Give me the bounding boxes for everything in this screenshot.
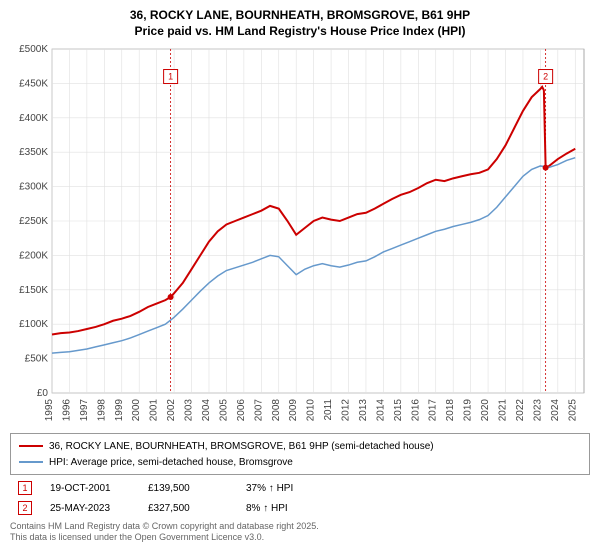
svg-text:2015: 2015 <box>393 399 404 422</box>
svg-text:2023: 2023 <box>532 399 543 422</box>
marker-date-2: 25-MAY-2023 <box>50 503 130 514</box>
legend-item-property: 36, ROCKY LANE, BOURNHEATH, BROMSGROVE, … <box>19 438 581 454</box>
svg-text:2019: 2019 <box>463 399 474 422</box>
svg-text:£500K: £500K <box>19 45 48 55</box>
svg-text:£450K: £450K <box>19 79 48 90</box>
svg-text:2018: 2018 <box>445 399 456 422</box>
chart-container: 36, ROCKY LANE, BOURNHEATH, BROMSGROVE, … <box>0 0 600 560</box>
legend-label-property: 36, ROCKY LANE, BOURNHEATH, BROMSGROVE, … <box>49 441 434 452</box>
svg-text:£100K: £100K <box>19 319 48 330</box>
svg-text:2013: 2013 <box>358 399 369 422</box>
footer: Contains HM Land Registry data © Crown c… <box>10 521 590 543</box>
svg-text:2021: 2021 <box>498 399 509 422</box>
svg-text:£350K: £350K <box>19 147 48 158</box>
svg-text:2006: 2006 <box>236 399 247 422</box>
marker-row-1: 1 19-OCT-2001 £139,500 37% ↑ HPI <box>10 481 590 495</box>
legend-item-hpi: HPI: Average price, semi-detached house,… <box>19 454 581 470</box>
chart-svg: £0 £50K £100K £150K £200K £250K £300K £350K £400… <box>10 45 590 427</box>
svg-text:2001: 2001 <box>149 399 160 422</box>
svg-text:2017: 2017 <box>428 399 439 422</box>
title-line-1: 36, ROCKY LANE, BOURNHEATH, BROMSGROVE, … <box>10 8 590 24</box>
svg-text:1: 1 <box>168 72 173 82</box>
footer-line-2: This data is licensed under the Open Gov… <box>10 532 590 543</box>
marker-price-2: £327,500 <box>148 503 228 514</box>
svg-text:2016: 2016 <box>410 399 421 422</box>
svg-text:2008: 2008 <box>271 399 282 422</box>
marker-badge-2: 2 <box>18 501 32 515</box>
legend: 36, ROCKY LANE, BOURNHEATH, BROMSGROVE, … <box>10 433 590 475</box>
svg-text:£0: £0 <box>37 388 49 399</box>
svg-text:1995: 1995 <box>44 399 55 422</box>
svg-text:2014: 2014 <box>375 399 386 422</box>
marker-date-1: 19-OCT-2001 <box>50 483 130 494</box>
legend-label-hpi: HPI: Average price, semi-detached house,… <box>49 457 293 468</box>
svg-text:£50K: £50K <box>25 354 49 365</box>
marker-delta-1: 37% ↑ HPI <box>246 483 326 494</box>
svg-text:2024: 2024 <box>550 399 561 422</box>
svg-text:1996: 1996 <box>61 399 72 422</box>
svg-text:2007: 2007 <box>253 399 264 422</box>
svg-text:2002: 2002 <box>166 399 177 422</box>
marker-badge-1: 1 <box>18 481 32 495</box>
svg-text:£200K: £200K <box>19 251 48 262</box>
svg-text:2005: 2005 <box>218 399 229 422</box>
svg-text:£250K: £250K <box>19 216 48 227</box>
svg-text:2025: 2025 <box>567 399 578 422</box>
legend-swatch-hpi <box>19 461 43 463</box>
svg-text:2022: 2022 <box>515 399 526 422</box>
svg-text:2020: 2020 <box>480 399 491 422</box>
svg-text:2004: 2004 <box>201 399 212 422</box>
svg-text:2011: 2011 <box>323 399 334 421</box>
chart-title: 36, ROCKY LANE, BOURNHEATH, BROMSGROVE, … <box>10 8 590 39</box>
title-line-2: Price paid vs. HM Land Registry's House … <box>10 24 590 40</box>
marker-row-2: 2 25-MAY-2023 £327,500 8% ↑ HPI <box>10 501 590 515</box>
svg-text:2012: 2012 <box>341 399 352 422</box>
svg-text:£300K: £300K <box>19 182 48 193</box>
svg-text:2010: 2010 <box>306 399 317 422</box>
svg-text:1998: 1998 <box>96 399 107 422</box>
chart-plot: £0 £50K £100K £150K £200K £250K £300K £350K £400… <box>10 45 590 427</box>
legend-swatch-property <box>19 445 43 447</box>
marker-delta-2: 8% ↑ HPI <box>246 503 326 514</box>
svg-text:2003: 2003 <box>184 399 195 422</box>
marker-price-1: £139,500 <box>148 483 228 494</box>
svg-text:£150K: £150K <box>19 285 48 296</box>
footer-line-1: Contains HM Land Registry data © Crown c… <box>10 521 590 532</box>
svg-text:2009: 2009 <box>288 399 299 422</box>
svg-text:1999: 1999 <box>114 399 125 422</box>
svg-text:2: 2 <box>543 72 548 82</box>
svg-text:1997: 1997 <box>79 399 90 422</box>
svg-text:£400K: £400K <box>19 113 48 124</box>
svg-text:2000: 2000 <box>131 399 142 422</box>
